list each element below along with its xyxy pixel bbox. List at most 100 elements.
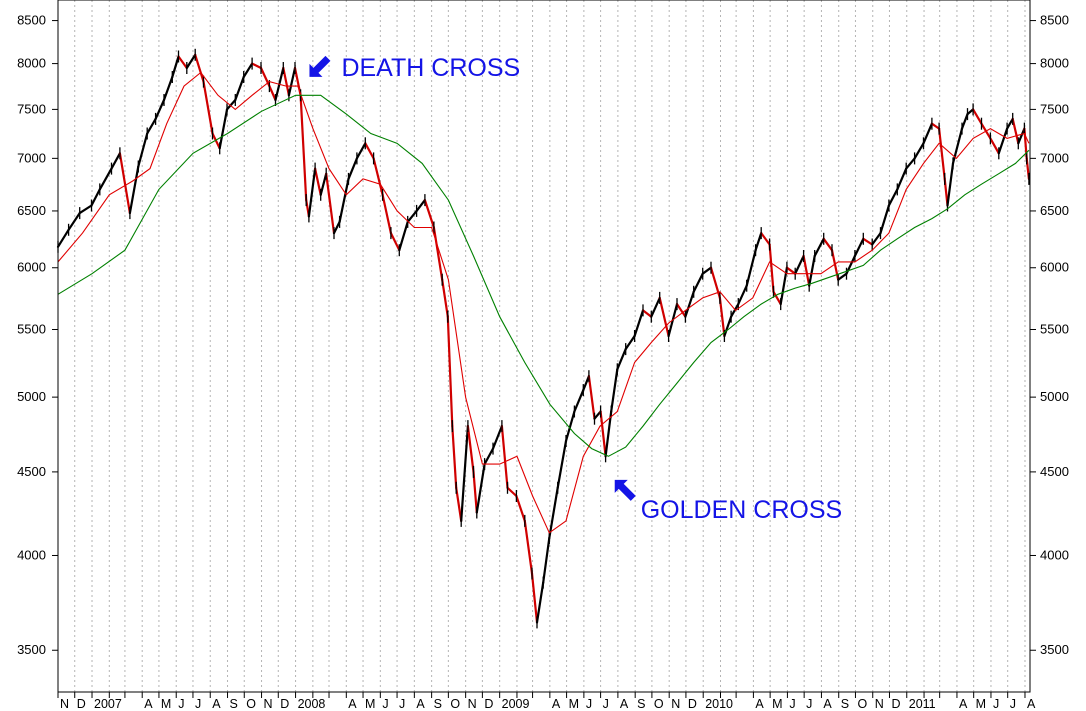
price-segment [760,232,771,246]
price-segment [98,167,113,191]
price-segment [772,290,782,306]
golden-cross-arrow-icon [614,479,636,501]
y-tick-label-left: 6000 [17,260,46,275]
month-tick-label: D [484,697,493,711]
long-moving-average-line [57,94,1030,457]
price-segment [162,75,174,102]
month-tick-label: N [671,697,680,711]
price-segment [573,389,585,413]
price-segment [347,157,358,180]
price-segment [338,177,350,223]
month-tick-label: A [755,697,764,711]
month-tick-label: D [280,697,289,711]
price-segment [515,494,526,523]
price-segment [225,98,237,111]
y-tick-label-left: 7000 [17,150,46,165]
price-segment [779,266,789,306]
series-layer [56,48,1031,629]
price-segment [355,142,367,160]
price-segment [905,157,916,170]
price-segment [194,53,205,83]
price-segment [971,108,983,125]
y-tick-label-right: 7000 [1040,150,1069,165]
month-tick-label: J [603,697,609,711]
price-segment [307,167,317,218]
month-tick-label: 2008 [298,697,326,711]
y-tick-label-left: 4500 [17,464,46,479]
price-segment [641,309,653,318]
month-tick-label: M [976,697,986,711]
price-segment [1017,127,1026,145]
y-tick-label-right: 5500 [1040,321,1069,336]
month-tick-label: 2011 [909,697,936,711]
plot-frame [57,0,1031,693]
price-segment [599,410,607,458]
price-segment [1005,117,1014,130]
month-tick-label: M [772,697,782,711]
price-segment [451,425,458,489]
price-segment [564,410,576,443]
y-tick-label-right: 4000 [1040,547,1069,562]
month-tick-label: D [77,697,86,711]
month-tick-label: 2007 [94,697,122,711]
price-segment [822,237,834,252]
price-segment [593,410,602,420]
price-segment [90,188,101,207]
y-tick-label-left: 5000 [17,389,46,404]
month-tick-label: O [654,697,664,711]
month-tick-label: N [264,697,273,711]
price-segment [723,315,733,338]
price-segment [287,66,297,97]
month-tick-label: 2010 [705,697,733,711]
price-segment [535,581,545,624]
y-tick-label-left: 5500 [17,321,46,336]
price-segment [633,309,645,338]
price-segment [483,447,495,466]
price-segment [610,368,619,413]
price-segment [185,53,197,70]
price-segment [997,127,1009,155]
month-tick-label: J [789,697,795,711]
month-tick-label: 2009 [502,697,530,711]
price-segment [754,232,763,252]
price-segment [701,266,713,275]
month-tick-label: M [365,697,375,711]
price-segment [372,157,384,196]
price-segment [960,112,969,130]
price-segment [729,303,740,318]
price-segment [137,132,149,168]
annotation-layer: DEATH CROSS GOLDEN CROSS [309,54,842,524]
price-segment [624,334,636,351]
price-segment [737,284,748,306]
price-segment [282,66,290,97]
month-tick-label: A [823,697,832,711]
month-tick-label: J [806,697,812,711]
month-tick-label: M [569,697,579,711]
month-tick-label: J [993,697,999,711]
y-tick-label-left: 4000 [17,547,46,562]
month-tick-label: A [1027,697,1036,711]
price-segment [319,172,328,196]
month-tick-label: J [586,697,592,711]
price-segment [785,266,797,275]
price-segment [616,348,627,371]
price-segment [364,142,375,160]
y-tick-label-left: 6500 [17,203,46,218]
price-segment [745,249,757,287]
golden-cross-label: GOLDEN CROSS [641,496,842,524]
y-tick-label-right: 6500 [1040,203,1069,218]
price-segment [128,165,140,215]
price-segment [446,315,454,428]
month-tick-label: A [212,697,221,711]
month-tick-label: A [959,697,968,711]
price-segment [56,228,70,248]
price-segment [234,75,245,102]
price-segment [268,84,277,102]
price-segment [406,209,418,223]
price-segment [966,108,975,116]
price-segment [78,204,93,215]
y-tick-label-left: 8000 [17,56,46,71]
price-segment [989,137,1000,155]
